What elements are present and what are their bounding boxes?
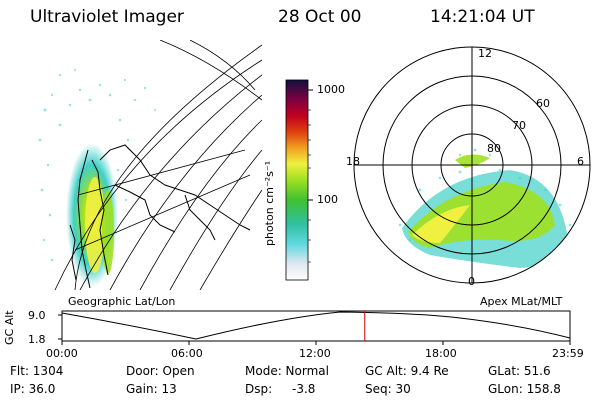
altitude-curve <box>61 311 571 340</box>
orbit-ytick-high: 9.0 <box>28 309 46 322</box>
orbit-strip <box>58 310 571 345</box>
seq-value: Seq: 30 <box>365 382 411 396</box>
orbit-ytick-low: 1.8 <box>28 333 46 346</box>
ip-value: IP: 36.0 <box>10 382 56 396</box>
orbit-xtick-1800: 18:00 <box>425 347 457 360</box>
orbit-ylabel: GC Alt <box>3 310 16 345</box>
dsp-label: Dsp: <box>245 382 273 396</box>
gain-value: Gain: 13 <box>126 382 177 396</box>
polar-panel <box>353 46 591 284</box>
mlt-label-18: 18 <box>346 155 360 168</box>
orbit-xtick-1200: 12:00 <box>299 347 331 360</box>
geographic-caption: Geographic Lat/Lon <box>68 295 176 308</box>
mode-value: Mode: Normal <box>245 364 329 378</box>
time-label: 14:21:04 UT <box>430 7 535 27</box>
lat-label-70: 70 <box>512 119 526 132</box>
aurora-scatter-left <box>38 68 157 262</box>
app-title: Ultraviolet Imager <box>30 7 184 27</box>
colorbar-tick-1000: 1000 <box>317 83 345 96</box>
polar-grid <box>353 46 591 284</box>
gc-alt-value: GC Alt: 9.4 Re <box>365 364 449 378</box>
lat-label-80: 80 <box>487 142 501 155</box>
glon-value: GLon: 158.8 <box>488 382 561 396</box>
aurora-oval-core <box>412 205 470 243</box>
orbit-xtick-2359: 23:59 <box>552 347 584 360</box>
colorbar-label: photon cm⁻²s⁻¹ <box>263 160 276 246</box>
polar-caption: Apex MLat/MLT <box>480 295 563 308</box>
dsp-value: -3.8 <box>292 382 316 396</box>
door-status: Door: Open <box>126 364 195 378</box>
colorbar-tick-100: 100 <box>317 193 338 206</box>
lat-label-60: 60 <box>536 97 550 110</box>
mlt-label-12: 12 <box>478 47 492 60</box>
mlt-label-6: 6 <box>577 155 584 168</box>
colorbar <box>285 79 313 281</box>
flight-number: Flt: 1304 <box>10 364 64 378</box>
geographic-panel <box>38 40 262 290</box>
glat-value: GLat: 51.6 <box>488 364 551 378</box>
coastlines <box>69 144 251 289</box>
orbit-xtick-0000: 00:00 <box>46 347 78 360</box>
orbit-xtick-0600: 06:00 <box>171 347 203 360</box>
mlt-label-0: 0 <box>468 275 475 288</box>
geo-grid <box>54 40 262 290</box>
date-label: 28 Oct 00 <box>278 7 362 27</box>
